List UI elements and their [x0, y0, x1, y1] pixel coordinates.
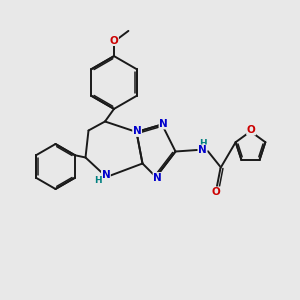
Text: N: N — [153, 172, 162, 183]
Text: O: O — [110, 35, 118, 46]
Text: N: N — [133, 126, 142, 136]
Text: H: H — [199, 139, 206, 148]
Text: O: O — [212, 187, 221, 197]
Text: H: H — [94, 176, 101, 185]
Text: O: O — [247, 125, 256, 135]
Text: N: N — [198, 145, 207, 155]
Text: N: N — [101, 170, 110, 181]
Text: N: N — [159, 119, 168, 129]
